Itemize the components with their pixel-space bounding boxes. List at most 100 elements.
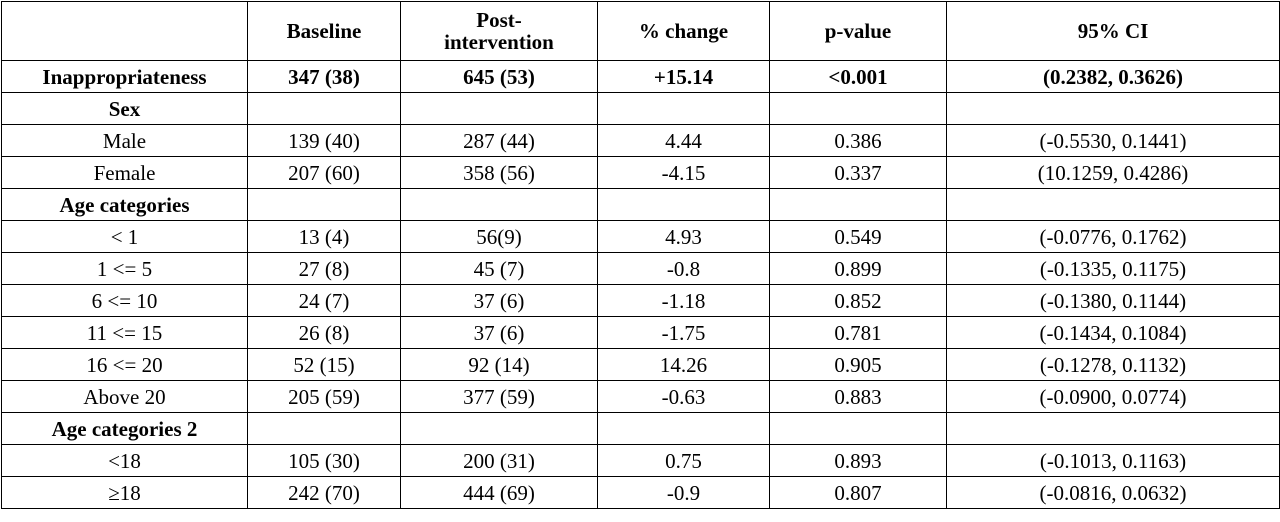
cell <box>946 412 1280 445</box>
cell: 4.44 <box>597 124 770 157</box>
cell <box>769 188 947 221</box>
header-text: p-value <box>824 19 892 43</box>
data-row: Male 139 (40) 287 (44) 4.44 0.386 (-0.5530, 0… <box>1 124 1280 157</box>
row-label: <18 <box>1 444 248 477</box>
cell <box>769 92 947 125</box>
cell: (-0.0900, 0.0774) <box>946 380 1280 413</box>
section-row: Sex <box>1 92 1280 125</box>
cell: 0.386 <box>769 124 947 157</box>
data-row: <18 105 (30) 200 (31) 0.75 0.893 (-0.1013, 0.… <box>1 444 1280 477</box>
cell: 0.883 <box>769 380 947 413</box>
header-cell: 95% CI <box>946 1 1280 61</box>
row-label: ≥18 <box>1 476 248 509</box>
table-body: Inappropriateness 347 (38) 645 (53) +15.14 <… <box>1 60 1280 509</box>
cell <box>597 412 770 445</box>
cell: 0.549 <box>769 220 947 253</box>
cell: -1.18 <box>597 284 770 317</box>
cell <box>247 92 401 125</box>
header-row: Baseline Post-intervention % change p-value… <box>1 1 1280 61</box>
row-label: Inappropriateness <box>1 60 248 93</box>
cell <box>400 92 598 125</box>
cell: (-0.1380, 0.1144) <box>946 284 1280 317</box>
cell: (10.1259, 0.4286) <box>946 156 1280 189</box>
cell: 444 (69) <box>400 476 598 509</box>
cell: 37 (6) <box>400 316 598 349</box>
section-row: Age categories 2 <box>1 412 1280 445</box>
cell: 52 (15) <box>247 348 401 381</box>
cell: 287 (44) <box>400 124 598 157</box>
cell: 205 (59) <box>247 380 401 413</box>
row-label: Age categories <box>1 188 248 221</box>
header-text: Post-intervention <box>444 8 554 54</box>
row-label: Female <box>1 156 248 189</box>
data-row: 1 <= 5 27 (8) 45 (7) -0.8 0.899 (-0.1335, 0.1… <box>1 252 1280 285</box>
cell: 24 (7) <box>247 284 401 317</box>
section-row: Inappropriateness 347 (38) 645 (53) +15.14 <… <box>1 60 1280 93</box>
cell: 347 (38) <box>247 60 401 93</box>
cell: (-0.0816, 0.0632) <box>946 476 1280 509</box>
cell: 0.337 <box>769 156 947 189</box>
cell <box>597 188 770 221</box>
cell: (-0.1013, 0.1163) <box>946 444 1280 477</box>
row-label: Sex <box>1 92 248 125</box>
cell: 0.899 <box>769 252 947 285</box>
cell: (-0.5530, 0.1441) <box>946 124 1280 157</box>
cell <box>400 188 598 221</box>
cell: (0.2382, 0.3626) <box>946 60 1280 93</box>
cell <box>946 188 1280 221</box>
cell: 14.26 <box>597 348 770 381</box>
cell: -4.15 <box>597 156 770 189</box>
cell: 13 (4) <box>247 220 401 253</box>
row-label: < 1 <box>1 220 248 253</box>
cell: (-0.1335, 0.1175) <box>946 252 1280 285</box>
cell: 4.93 <box>597 220 770 253</box>
header-cell: Post-intervention <box>400 1 598 61</box>
data-row: Above 20 205 (59) 377 (59) -0.63 0.883 (-0.09… <box>1 380 1280 413</box>
header-cell: % change <box>597 1 770 61</box>
cell: (-0.1278, 0.1132) <box>946 348 1280 381</box>
cell: (-0.1434, 0.1084) <box>946 316 1280 349</box>
cell: <0.001 <box>769 60 947 93</box>
cell: -0.8 <box>597 252 770 285</box>
cell: 242 (70) <box>247 476 401 509</box>
cell: 56(9) <box>400 220 598 253</box>
cell: -1.75 <box>597 316 770 349</box>
cell: (-0.0776, 0.1762) <box>946 220 1280 253</box>
cell: 27 (8) <box>247 252 401 285</box>
cell: 0.75 <box>597 444 770 477</box>
cell: 207 (60) <box>247 156 401 189</box>
row-label: 16 <= 20 <box>1 348 248 381</box>
row-label: 11 <= 15 <box>1 316 248 349</box>
data-row: 6 <= 10 24 (7) 37 (6) -1.18 0.852 (-0.1380, 0… <box>1 284 1280 317</box>
row-label: 6 <= 10 <box>1 284 248 317</box>
cell <box>946 92 1280 125</box>
cell <box>400 412 598 445</box>
header-text: Baseline <box>286 19 362 43</box>
header-text: 95% CI <box>1077 19 1149 43</box>
row-label: Male <box>1 124 248 157</box>
data-table: Baseline Post-intervention % change p-value… <box>1 1 1280 509</box>
cell: 0.905 <box>769 348 947 381</box>
row-label: 1 <= 5 <box>1 252 248 285</box>
cell: 377 (59) <box>400 380 598 413</box>
cell: 0.852 <box>769 284 947 317</box>
cell <box>247 412 401 445</box>
data-row: 16 <= 20 52 (15) 92 (14) 14.26 0.905 (-0.1278… <box>1 348 1280 381</box>
data-row: Female 207 (60) 358 (56) -4.15 0.337 (10.1259… <box>1 156 1280 189</box>
section-row: Age categories <box>1 188 1280 221</box>
header-cell <box>1 1 248 61</box>
row-label: Above 20 <box>1 380 248 413</box>
cell: 45 (7) <box>400 252 598 285</box>
cell <box>597 92 770 125</box>
cell: 139 (40) <box>247 124 401 157</box>
cell: 0.781 <box>769 316 947 349</box>
cell <box>247 188 401 221</box>
cell: +15.14 <box>597 60 770 93</box>
header-text: % change <box>638 19 729 43</box>
cell: 645 (53) <box>400 60 598 93</box>
cell: 0.893 <box>769 444 947 477</box>
cell: 358 (56) <box>400 156 598 189</box>
data-row: < 1 13 (4) 56(9) 4.93 0.549 (-0.0776, 0.1762) <box>1 220 1280 253</box>
data-row: 11 <= 15 26 (8) 37 (6) -1.75 0.781 (-0.1434, … <box>1 316 1280 349</box>
